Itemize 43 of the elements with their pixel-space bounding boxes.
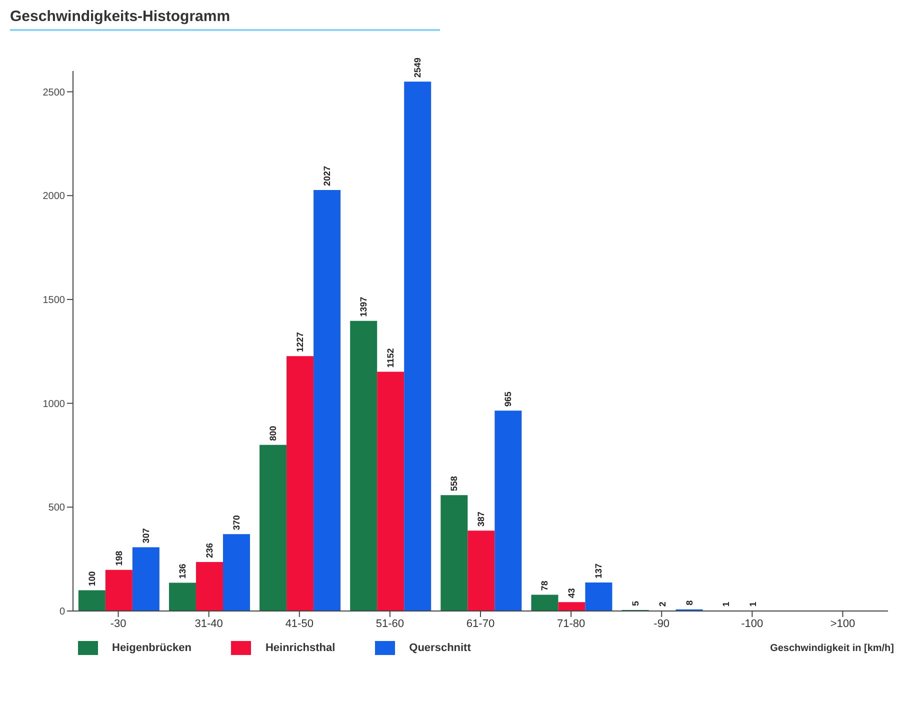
y-tick-label: 500 (48, 502, 66, 514)
x-tick-label: 61-70 (466, 618, 495, 630)
data-label: 137 (594, 564, 604, 579)
data-label: 198 (114, 550, 124, 566)
x-tick-label: 31-40 (194, 618, 223, 630)
data-label: 5 (630, 600, 640, 606)
y-tick-label: 0 (59, 606, 66, 618)
x-tick-label: -30 (110, 618, 126, 630)
data-label: 387 (476, 512, 486, 527)
data-label: 307 (140, 528, 151, 544)
x-tick-label: -100 (741, 618, 764, 630)
data-label: 2549 (412, 58, 423, 78)
data-label: 1227 (295, 332, 306, 352)
chart-title: Geschwindigkeits-Histogramm (10, 8, 440, 31)
data-label: 800 (268, 426, 278, 441)
x-tick-label: 51-60 (376, 618, 404, 630)
y-tick-label: 2000 (42, 191, 66, 202)
data-label: 2 (657, 602, 668, 607)
data-label: 8 (684, 600, 694, 606)
data-label: 965 (503, 392, 514, 407)
data-label: 1 (720, 602, 731, 607)
y-tick-label: 1500 (42, 295, 66, 306)
data-label: 558 (449, 476, 460, 492)
legend-label: Querschnitt (409, 642, 471, 654)
y-tick-label: 2500 (42, 87, 66, 98)
legend-label: Heinrichsthal (265, 642, 336, 654)
x-tick-label: 71-80 (556, 618, 586, 630)
data-label: 1 (748, 602, 758, 607)
x-tick-label: 41-50 (285, 618, 314, 630)
data-label: 1152 (386, 348, 396, 368)
data-label: 236 (204, 542, 214, 558)
data-label: 100 (86, 571, 97, 586)
data-label: 78 (540, 580, 550, 591)
data-label: 2027 (322, 166, 332, 186)
data-label: 1397 (358, 296, 369, 317)
x-axis-title: Geschwindigkeit in [km/h] (770, 642, 894, 654)
x-tick-label: >100 (830, 618, 856, 630)
data-label: 43 (566, 588, 577, 598)
data-label: 136 (177, 564, 188, 579)
x-tick-label: -90 (654, 618, 670, 630)
data-label: 370 (231, 515, 242, 530)
legend-label: Heigenbrücken (112, 642, 192, 654)
y-tick-label: 1000 (42, 398, 66, 410)
